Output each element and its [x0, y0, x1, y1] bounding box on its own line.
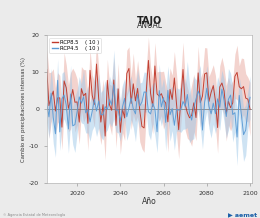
Text: ANUAL: ANUAL [136, 21, 162, 31]
Text: © Agencia Estatal de Meteorología: © Agencia Estatal de Meteorología [3, 213, 65, 217]
Title: TAJO: TAJO [137, 16, 162, 26]
X-axis label: Año: Año [142, 197, 157, 206]
Y-axis label: Cambio en precipitaciones intensas (%): Cambio en precipitaciones intensas (%) [21, 56, 26, 162]
Legend: RCP8.5    ( 10 ), RCP4.5    ( 10 ): RCP8.5 ( 10 ), RCP4.5 ( 10 ) [49, 37, 101, 53]
Text: ▶ aemet: ▶ aemet [228, 212, 257, 217]
